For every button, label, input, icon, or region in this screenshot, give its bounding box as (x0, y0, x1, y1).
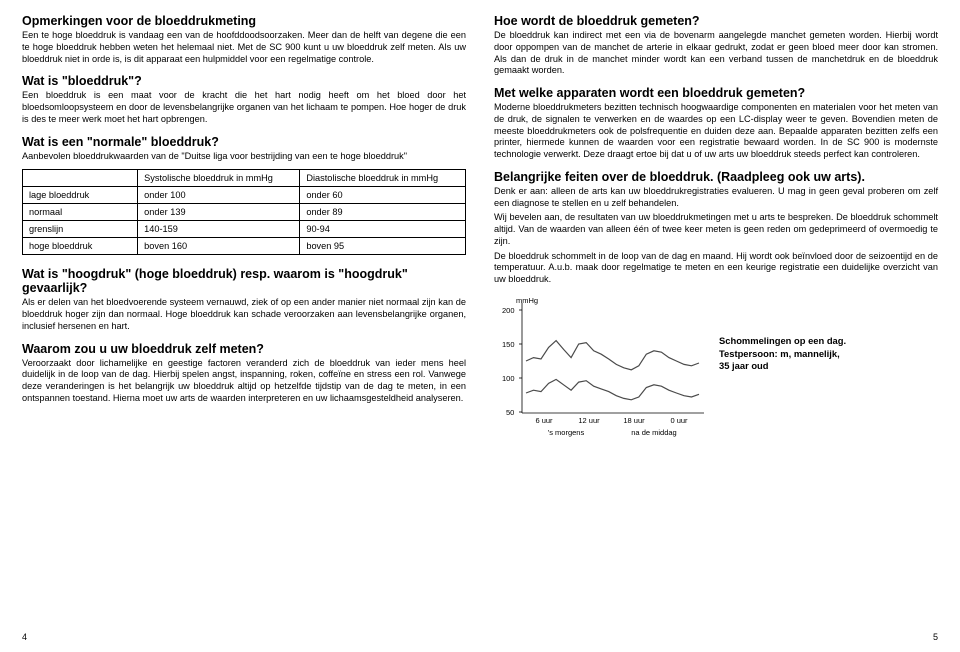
systolic-line (526, 341, 699, 370)
chart-caption-line: Testpersoon: m, mannelijk, (719, 348, 846, 361)
cell: grenslijn (23, 221, 138, 238)
cell: onder 89 (300, 204, 466, 221)
chart-caption-line: Schommelingen op een dag. (719, 335, 846, 348)
page-number-right: 5 (933, 632, 938, 642)
cell: onder 100 (138, 187, 300, 204)
page-number-left: 4 (22, 632, 27, 642)
cell: 90-94 (300, 221, 466, 238)
xtick: 0 uur (670, 416, 688, 425)
para-feiten-3: De bloeddruk schommelt in de loop van de… (494, 251, 938, 286)
table-row: normaal onder 139 onder 89 (23, 204, 466, 221)
para-normale-bloeddruk: Aanbevolen bloeddrukwaarden van de "Duit… (22, 151, 466, 163)
para-opmerkingen: Een te hoge bloeddruk is vandaag een van… (22, 30, 466, 65)
chart-caption: Schommelingen op een dag. Testpersoon: m… (719, 335, 846, 373)
table-header-empty (23, 170, 138, 187)
bloeddruk-chart: mmHg 200 150 100 50 6 uur 12 uur 18 uur … (494, 295, 938, 440)
heading-belangrijke-feiten: Belangrijke feiten over de bloeddruk. (R… (494, 170, 938, 184)
cell: hoge bloeddruk (23, 238, 138, 255)
ytick: 100 (502, 374, 515, 383)
para-apparaten: Moderne bloeddrukmeters bezitten technis… (494, 102, 938, 161)
ytick: 150 (502, 340, 515, 349)
para-feiten-2: Wij bevelen aan, de resultaten van uw bl… (494, 212, 938, 247)
heading-hoe-gemeten: Hoe wordt de bloeddruk gemeten? (494, 14, 938, 28)
xgroup: na de middag (631, 428, 676, 437)
cell: boven 95 (300, 238, 466, 255)
chart-svg: mmHg 200 150 100 50 6 uur 12 uur 18 uur … (494, 295, 714, 440)
para-hoe-gemeten: De bloeddruk kan indirect met een via de… (494, 30, 938, 77)
table-header-systolisch: Systolische bloeddruk in mmHg (138, 170, 300, 187)
ytick: 200 (502, 306, 515, 315)
xgroup: 's morgens (548, 428, 585, 437)
xtick: 18 uur (623, 416, 645, 425)
cell: 140-159 (138, 221, 300, 238)
xtick: 12 uur (578, 416, 600, 425)
cell: normaal (23, 204, 138, 221)
ytick: 50 (506, 408, 514, 417)
left-footer: 4 (22, 632, 466, 642)
cell: onder 139 (138, 204, 300, 221)
right-footer: 5 (494, 632, 938, 642)
heading-normale-bloeddruk: Wat is een "normale" bloeddruk? (22, 135, 466, 149)
heading-zelf-meten: Waarom zou u uw bloeddruk zelf meten? (22, 342, 466, 356)
para-wat-is-bloeddruk: Een bloeddruk is een maat voor de kracht… (22, 90, 466, 125)
left-page: Opmerkingen voor de bloeddrukmeting Een … (22, 14, 466, 642)
heading-hoogdruk: Wat is "hoogdruk" (hoge bloeddruk) resp.… (22, 267, 466, 295)
xtick: 6 uur (535, 416, 553, 425)
para-feiten-1: Denk er aan: alleen de arts kan uw bloed… (494, 186, 938, 210)
cell: lage bloeddruk (23, 187, 138, 204)
chart-caption-line: 35 jaar oud (719, 360, 846, 373)
table-header-row: Systolische bloeddruk in mmHg Diastolisc… (23, 170, 466, 187)
bloeddruk-table: Systolische bloeddruk in mmHg Diastolisc… (22, 169, 466, 255)
heading-apparaten: Met welke apparaten wordt een bloeddruk … (494, 86, 938, 100)
right-page: Hoe wordt de bloeddruk gemeten? De bloed… (494, 14, 938, 642)
table-row: lage bloeddruk onder 100 onder 60 (23, 187, 466, 204)
chart-unit: mmHg (516, 296, 538, 305)
heading-opmerkingen: Opmerkingen voor de bloeddrukmeting (22, 14, 466, 28)
cell: boven 160 (138, 238, 300, 255)
heading-wat-is-bloeddruk: Wat is "bloeddruk"? (22, 74, 466, 88)
table-row: grenslijn 140-159 90-94 (23, 221, 466, 238)
table-header-diastolisch: Diastolische bloeddruk in mmHg (300, 170, 466, 187)
diastolic-line (526, 379, 699, 399)
para-hoogdruk: Als er delen van het bloedvoerende syste… (22, 297, 466, 332)
para-zelf-meten: Veroorzaakt door lichamelijke en geestig… (22, 358, 466, 405)
table-row: hoge bloeddruk boven 160 boven 95 (23, 238, 466, 255)
cell: onder 60 (300, 187, 466, 204)
